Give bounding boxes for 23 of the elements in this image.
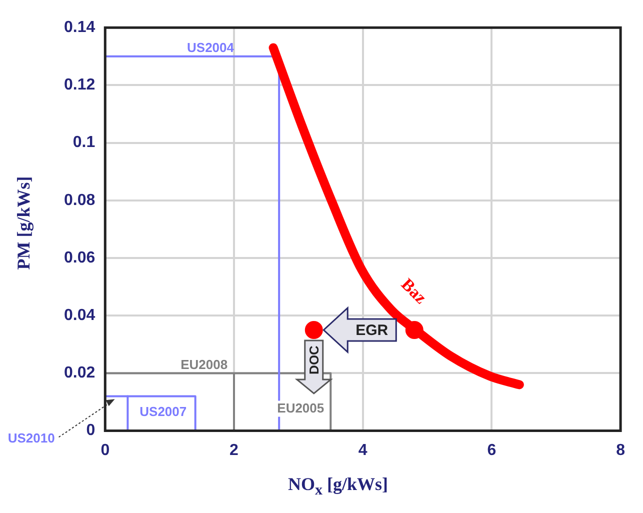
annotation: Baz	[398, 274, 431, 308]
annotation: US2007	[140, 404, 187, 419]
y-tick-label: 0.02	[64, 364, 96, 382]
y-tick-label: 0.1	[72, 134, 96, 152]
annotation: EU2008	[180, 356, 228, 372]
y-tick-label: 0	[86, 422, 96, 440]
y-tick-label: 0.08	[64, 192, 96, 209]
y-tick-label: 0.06	[64, 249, 96, 266]
y-axis-title: PM [g/kWs]	[14, 176, 34, 270]
annotation: DOC	[306, 344, 322, 374]
annotation: US2004	[187, 40, 235, 55]
x-axis-title: NO$_{x}$ [g/kWs]	[288, 474, 388, 500]
x-tick-label: 6	[487, 442, 496, 459]
y-tick-label: 0.12	[64, 76, 96, 94]
x-tick-label: 4	[358, 442, 368, 459]
annotation: EU2005	[277, 400, 324, 416]
annotation: US2010	[8, 430, 55, 446]
x-tick-label: 8	[616, 442, 626, 459]
annotation: EGR	[356, 322, 388, 340]
x-tick-label: 0	[100, 442, 110, 459]
y-tick-label: 0.04	[64, 307, 96, 324]
y-tick-label: 0.14	[64, 19, 96, 36]
x-tick-label: 2	[230, 442, 239, 459]
